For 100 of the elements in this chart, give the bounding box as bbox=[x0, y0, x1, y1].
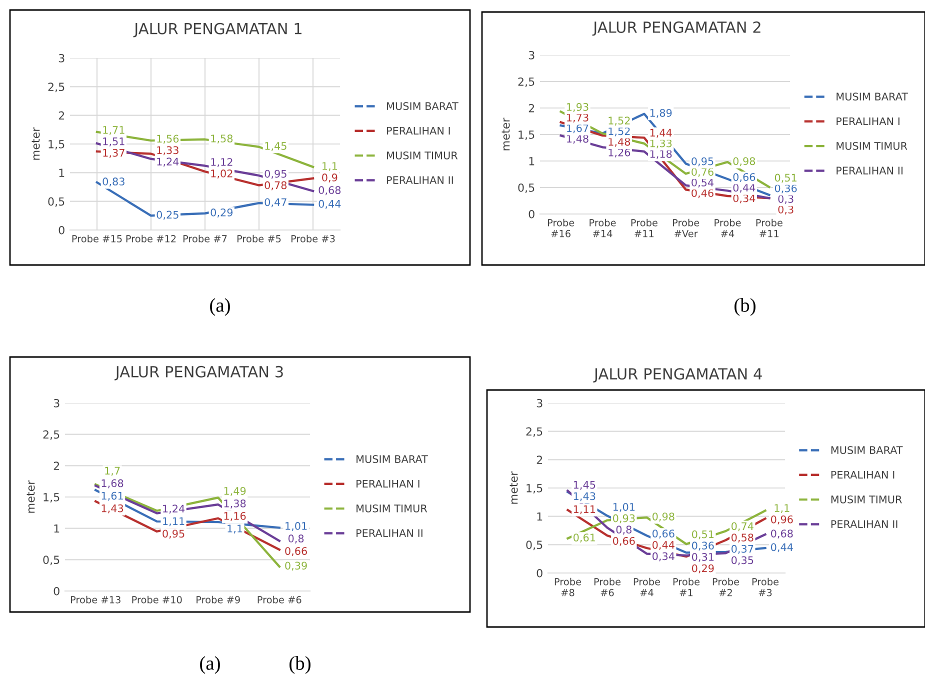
legend-label: MUSIM BARAT bbox=[836, 92, 908, 101]
legend-label: PERALIHAN I bbox=[387, 126, 450, 135]
legend-label: MUSIM BARAT bbox=[387, 102, 458, 110]
x-tick-label: Probe #8 bbox=[554, 578, 582, 596]
chart-title: JALUR PENGAMATAN 3 bbox=[114, 366, 283, 380]
data-label: 1,49 bbox=[224, 486, 246, 496]
y-tick-label: 1,5 bbox=[48, 140, 64, 150]
data-label: 1,45 bbox=[265, 142, 286, 151]
y-tick-label: 3 bbox=[54, 398, 60, 408]
x-tick-label: Probe #13 bbox=[70, 596, 120, 604]
y-tick-label: 2 bbox=[528, 104, 534, 112]
chart-title: JALUR PENGAMATAN 4 bbox=[593, 368, 762, 382]
data-label: 0,95 bbox=[692, 157, 714, 166]
legend-label: PERALIHAN II bbox=[831, 520, 898, 528]
legend-label: MUSIM BARAT bbox=[356, 455, 428, 464]
data-label: 1,61 bbox=[102, 492, 123, 501]
x-tick-label: Probe #10 bbox=[132, 596, 182, 604]
legend-label: PERALIHAN I bbox=[836, 117, 900, 126]
data-label: 0,44 bbox=[733, 184, 756, 193]
data-label: 0,66 bbox=[652, 530, 674, 539]
y-tick-label: 3 bbox=[528, 50, 534, 60]
data-label: 0,36 bbox=[774, 184, 797, 194]
x-tick-label: Probe #14 bbox=[590, 218, 616, 238]
legend-label: MUSIM TIMUR bbox=[831, 495, 902, 504]
x-tick-label: Probe #9 bbox=[196, 596, 240, 604]
data-label: 1,24 bbox=[163, 504, 185, 514]
data-label: 0,93 bbox=[613, 514, 635, 524]
data-label: 0,36 bbox=[692, 542, 714, 551]
data-label: 1,56 bbox=[157, 134, 179, 144]
x-tick-label: Probe #4 bbox=[714, 218, 741, 238]
data-label: 0,51 bbox=[774, 174, 796, 183]
y-tick-label: 1,5 bbox=[44, 493, 60, 503]
x-tick-label: Probe #15 bbox=[72, 234, 122, 242]
y-tick-label: 0 bbox=[536, 568, 542, 578]
y-tick-label: 0 bbox=[528, 210, 534, 218]
data-label: 0,98 bbox=[652, 512, 674, 522]
data-label: 0,68 bbox=[771, 530, 793, 539]
x-tick-label: Probe #Ver bbox=[673, 218, 700, 238]
y-tick-label: 1,5 bbox=[518, 130, 534, 140]
x-tick-label: Probe #3 bbox=[752, 578, 779, 596]
x-tick-label: Probe #6 bbox=[258, 596, 302, 604]
data-label: 0,34 bbox=[652, 552, 674, 562]
y-tick-label: 1 bbox=[537, 512, 542, 521]
data-label: 1,48 bbox=[608, 138, 630, 147]
y-tick-label: 0,5 bbox=[43, 556, 60, 566]
data-label: 0,95 bbox=[162, 530, 184, 539]
data-label: 1,12 bbox=[211, 158, 232, 168]
data-label: 0,66 bbox=[733, 173, 756, 182]
data-label: 1,45 bbox=[574, 481, 596, 490]
data-label: 1,1 bbox=[228, 524, 242, 534]
y-tick-label: 1 bbox=[529, 157, 534, 166]
data-label: 1,11 bbox=[163, 517, 184, 526]
data-label: 1,48 bbox=[567, 134, 588, 144]
data-label: 0,29 bbox=[692, 564, 714, 574]
legend-label: MUSIM TIMUR bbox=[356, 504, 428, 512]
data-label: 1,37 bbox=[103, 148, 124, 158]
data-label: 1,52 bbox=[608, 127, 630, 136]
data-label: 0,83 bbox=[102, 178, 124, 186]
data-label: 1,43 bbox=[102, 504, 124, 514]
legend-label: PERALIHAN II bbox=[387, 176, 453, 184]
y-tick-label: 0,5 bbox=[48, 197, 64, 207]
legend-label: PERALIHAN II bbox=[356, 529, 422, 537]
y-tick-label: 2,5 bbox=[526, 427, 542, 437]
data-label: 1,01 bbox=[286, 522, 307, 531]
data-label: 1,58 bbox=[211, 134, 233, 144]
data-label: 0,58 bbox=[732, 534, 754, 543]
y-tick-label: 1,5 bbox=[526, 484, 542, 494]
data-label: 0,78 bbox=[264, 181, 287, 190]
data-label: 0,44 bbox=[652, 540, 674, 550]
data-label: 0,61 bbox=[574, 534, 596, 543]
data-label: 1,7 bbox=[105, 466, 120, 476]
data-label: 1,43 bbox=[574, 492, 596, 502]
y-axis-title: meter bbox=[32, 127, 40, 160]
y-tick-label: 3 bbox=[58, 54, 64, 62]
y-tick-label: 2,5 bbox=[518, 77, 534, 88]
legend-label: PERALIHAN II bbox=[836, 166, 902, 174]
x-tick-label: Probe #4 bbox=[634, 578, 660, 596]
data-label: 1,1 bbox=[322, 162, 337, 172]
y-tick-label: 2,5 bbox=[43, 430, 60, 440]
data-label: 0,37 bbox=[732, 544, 754, 554]
data-label: 0,8 bbox=[616, 526, 632, 535]
legend-label: MUSIM TIMUR bbox=[836, 142, 908, 150]
data-label: 1,33 bbox=[650, 139, 672, 148]
x-tick-label: Probe #11 bbox=[631, 218, 658, 238]
data-label: 1,01 bbox=[613, 502, 635, 512]
legend-label: MUSIM BARAT bbox=[831, 446, 903, 454]
data-label: 1,93 bbox=[567, 103, 588, 112]
data-label: 1,44 bbox=[650, 128, 672, 138]
data-label: 1,89 bbox=[650, 108, 672, 118]
data-label: 0,8 bbox=[288, 534, 304, 544]
data-label: 1,38 bbox=[224, 500, 246, 508]
data-label: 0,31 bbox=[692, 552, 714, 562]
legend-label: PERALIHAN I bbox=[356, 480, 420, 488]
legend-label: MUSIM TIMUR bbox=[387, 151, 458, 160]
data-label: 1,24 bbox=[157, 158, 179, 167]
data-label: 1,11 bbox=[574, 505, 596, 514]
data-label: 1,51 bbox=[103, 138, 124, 146]
data-label: 0,29 bbox=[210, 208, 233, 218]
data-label: 1,52 bbox=[608, 116, 630, 126]
y-axis-title: meter bbox=[502, 118, 510, 150]
